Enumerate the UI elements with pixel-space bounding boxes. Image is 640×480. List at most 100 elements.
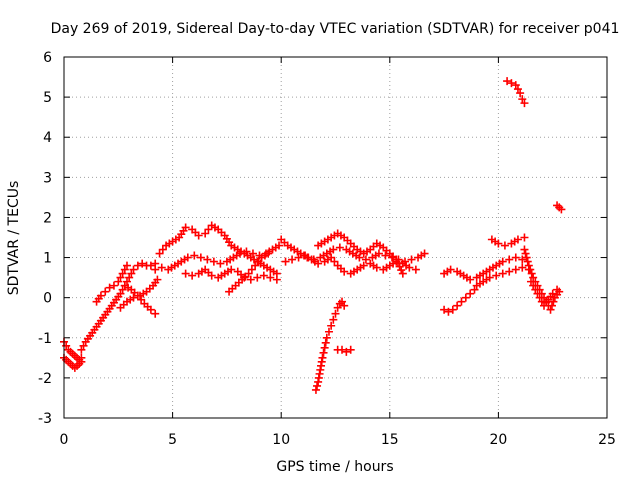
data-point (181, 223, 190, 232)
data-point (77, 353, 86, 362)
data-point (264, 249, 273, 258)
data-point (513, 85, 522, 94)
data-point (361, 255, 370, 264)
data-point (333, 303, 342, 312)
data-point (324, 327, 333, 336)
data-point (281, 257, 290, 266)
data-point (500, 241, 509, 250)
data-point (253, 273, 262, 282)
data-point (546, 305, 555, 314)
y-tick-label: 4 (43, 130, 52, 146)
y-tick-label: -3 (38, 411, 52, 427)
data-point (520, 233, 529, 242)
data-point (526, 265, 535, 274)
data-point (327, 253, 336, 262)
data-point (118, 269, 127, 278)
data-point (537, 297, 546, 306)
plot-frame (63, 56, 608, 419)
data-point (335, 243, 344, 252)
data-point (329, 315, 338, 324)
y-tick-label: 5 (43, 90, 52, 106)
data-point (392, 255, 401, 264)
data-point (313, 381, 322, 390)
data-point (151, 309, 160, 318)
data-point (529, 273, 538, 282)
data-point (548, 289, 557, 298)
data-point (322, 333, 331, 342)
data-point (201, 229, 210, 238)
data-point (342, 347, 351, 356)
data-point (485, 273, 494, 282)
data-point (203, 255, 212, 264)
data-point (507, 79, 516, 88)
data-point (520, 99, 529, 108)
data-point (194, 231, 203, 240)
data-point (105, 283, 114, 292)
data-point (520, 245, 529, 254)
y-tick-label: 3 (43, 170, 52, 186)
y-tick-label: -1 (38, 331, 52, 347)
data-point (533, 289, 542, 298)
data-point (340, 267, 349, 276)
data-point (153, 275, 162, 284)
data-point (466, 275, 475, 284)
data-point (319, 348, 328, 357)
data-point (248, 249, 257, 258)
data-point (503, 77, 512, 86)
data-point (359, 261, 368, 270)
data-point (216, 259, 225, 268)
data-point (346, 345, 355, 354)
data-point (393, 259, 402, 268)
data-point (372, 263, 381, 272)
data-point (314, 259, 323, 268)
data-point (523, 257, 532, 266)
x-tick-label: 10 (272, 432, 290, 448)
data-point (275, 241, 284, 250)
data-point (397, 266, 406, 275)
data-point (340, 301, 349, 310)
data-point (531, 285, 540, 294)
y-tick-label: 1 (43, 251, 52, 267)
data-point (518, 255, 527, 264)
data-point (259, 271, 268, 280)
data-point (338, 345, 347, 354)
data-point (395, 262, 404, 271)
data-points (60, 77, 566, 394)
data-point (251, 261, 260, 270)
data-point (398, 269, 407, 278)
data-point (288, 255, 297, 264)
y-tick-label: 6 (43, 50, 52, 66)
data-point (492, 271, 501, 280)
data-point (374, 249, 383, 258)
data-point (407, 255, 416, 264)
data-point (122, 261, 131, 270)
x-tick-label: 20 (489, 432, 507, 448)
data-point (129, 293, 138, 302)
data-point (272, 275, 281, 284)
data-point (505, 255, 514, 264)
data-point (518, 95, 527, 104)
x-tick-label: 25 (598, 432, 616, 448)
data-point (101, 287, 110, 296)
data-point (204, 225, 213, 234)
data-point (137, 295, 146, 304)
data-point (518, 263, 527, 272)
chart-title: Day 269 of 2019, Sidereal Day-to-day VTE… (51, 21, 620, 37)
data-point (498, 257, 507, 266)
data-point (405, 263, 414, 272)
data-point (338, 297, 347, 306)
data-point (527, 269, 536, 278)
data-point (146, 261, 155, 270)
data-point (331, 309, 340, 318)
y-axis-title: SDTVAR / TECUs (6, 181, 22, 296)
data-point (116, 289, 125, 298)
x-axis-title: GPS time / hours (276, 459, 393, 475)
data-point (294, 253, 303, 262)
data-point (444, 307, 453, 316)
data-point (321, 338, 330, 347)
data-point (114, 277, 123, 286)
data-point (457, 297, 466, 306)
data-point (513, 235, 522, 244)
data-point (122, 277, 131, 286)
